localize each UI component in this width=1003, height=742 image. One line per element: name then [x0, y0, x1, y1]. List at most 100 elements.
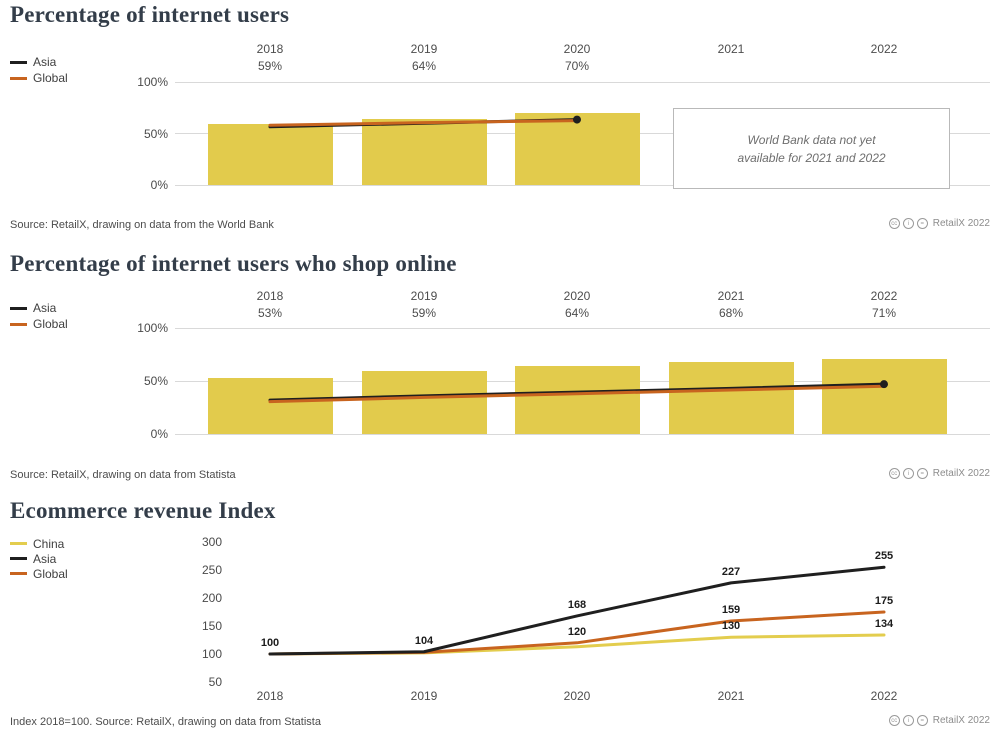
- credit: cc i = RetailX 2022: [888, 468, 990, 479]
- gridline: [175, 327, 990, 329]
- column-value: 59%: [257, 59, 283, 73]
- line-chart-revenue-index: 300 250 200 150 100 50 2018 2019 2020 2021 2022 130…: [202, 535, 985, 703]
- chart-title: Ecommerce revenue Index: [10, 498, 276, 523]
- nd-icon: =: [916, 715, 928, 726]
- chart-section-shop-online: Percentage of internet users who shop on…: [0, 247, 1003, 495]
- data-label-global: 159: [721, 603, 741, 616]
- bar-chart-internet-users: 0% 50% 100%: [137, 75, 990, 192]
- chart-lines: [268, 565, 886, 656]
- column-headers: 2018 53% 2019 59% 2020 64% 2021 68% 2022 71%: [175, 289, 990, 323]
- bar: [207, 124, 333, 185]
- data-label-asia: 255: [874, 550, 894, 563]
- y-axis-label: 200: [201, 591, 222, 605]
- legend-swatch-asia: [10, 306, 27, 310]
- bar: [668, 361, 794, 434]
- legend-item-asia: Asia: [10, 300, 68, 316]
- data-label-asia: 227: [721, 565, 741, 578]
- column-year: 2020: [563, 289, 591, 303]
- legend-swatch-global: [10, 572, 27, 575]
- legend: China Asia Global: [10, 536, 68, 581]
- y-axis-label: 0%: [150, 178, 168, 192]
- gridline: [175, 433, 990, 435]
- gridline: [175, 81, 990, 83]
- bar: [821, 358, 947, 434]
- legend-item-global: Global: [10, 70, 68, 86]
- x-axis-label: 2022: [870, 689, 898, 703]
- series-line-china: [268, 633, 886, 656]
- credit: cc i = RetailX 2022: [888, 715, 990, 726]
- attribution-icon: i: [902, 715, 914, 726]
- attribution-icon: i: [902, 218, 914, 229]
- column-value: 70%: [564, 59, 590, 73]
- y-axis-label: 50: [208, 675, 222, 689]
- bar: [361, 119, 487, 185]
- legend-swatch-global: [10, 76, 27, 80]
- y-axis-label: 100%: [137, 321, 168, 335]
- column-year: 2018: [256, 42, 284, 56]
- data-label-china: 134: [874, 617, 894, 630]
- nd-icon: =: [916, 468, 928, 479]
- x-axis-label: 2018: [256, 689, 284, 703]
- column-value: 59%: [411, 306, 437, 320]
- column-value: 53%: [257, 306, 283, 320]
- column-year: 2018: [256, 289, 284, 303]
- legend-item-asia: Asia: [10, 54, 68, 70]
- note-line2: available for 2021 and 2022: [737, 150, 886, 165]
- gridline: [175, 184, 990, 186]
- data-label-asia: 168: [567, 598, 587, 611]
- y-axis-label: 250: [201, 563, 222, 577]
- chart-title: Percentage of internet users: [10, 2, 290, 27]
- column-year: 2022: [870, 289, 898, 303]
- cc-icon: cc: [888, 218, 900, 229]
- chart-lines: [268, 115, 581, 129]
- cc-icon: cc: [888, 715, 900, 726]
- chart-section-internet-users: Percentage of internet users Asia Global…: [0, 0, 1003, 247]
- column-year: 2020: [563, 42, 591, 56]
- cc-icon: cc: [888, 468, 900, 479]
- column-year: 2019: [410, 42, 438, 56]
- note-line1: World Bank data not yet: [747, 132, 876, 147]
- series-endpoint-asia: [573, 115, 581, 124]
- series-endpoint-asia: [880, 380, 888, 389]
- y-axis-label: 100%: [137, 75, 168, 89]
- series-line-global: [268, 119, 579, 127]
- bar-chart-shop-online: 0% 50% 100%: [137, 321, 990, 441]
- y-axis-label: 300: [201, 535, 222, 549]
- column-value: 64%: [411, 59, 437, 73]
- bar: [361, 371, 487, 434]
- x-axis-label: 2020: [563, 689, 591, 703]
- column-year: 2019: [410, 289, 438, 303]
- legend: Asia Global: [10, 300, 68, 332]
- credit: cc i = RetailX 2022: [888, 218, 990, 229]
- legend-swatch-global: [10, 322, 27, 326]
- data-label-global: 120: [567, 625, 587, 638]
- legend-item-global: Global: [10, 316, 68, 332]
- legend-item-global: Global: [10, 566, 68, 581]
- legend-label-asia: Asia: [33, 301, 57, 315]
- credit-text: RetailX 2022: [932, 468, 990, 479]
- legend-item-china: China: [10, 536, 68, 551]
- series-line-global: [268, 384, 886, 404]
- legend-swatch-asia: [10, 557, 27, 560]
- y-axis-label: 0%: [150, 427, 168, 441]
- legend-item-asia: Asia: [10, 551, 68, 566]
- chart-section-revenue-index: Ecommerce revenue Index China Asia Globa…: [0, 495, 1003, 742]
- source-text: Index 2018=100. Source: RetailX, drawing…: [10, 716, 321, 728]
- nd-icon: =: [916, 218, 928, 229]
- credit-text: RetailX 2022: [932, 218, 990, 229]
- chart-title: Percentage of internet users who shop on…: [10, 251, 457, 276]
- bar: [514, 112, 640, 185]
- source-text: Source: RetailX, drawing on data from th…: [10, 219, 274, 231]
- legend-label-global: Global: [33, 317, 68, 331]
- y-axis-label: 50%: [143, 126, 168, 141]
- y-axis-label: 50%: [143, 374, 168, 388]
- legend-label-asia: Asia: [33, 55, 57, 69]
- legend-label-global: Global: [33, 566, 68, 581]
- source-text: Source: RetailX, drawing on data from St…: [10, 469, 236, 481]
- data-label-china: 130: [721, 620, 741, 633]
- column-year: 2022: [870, 42, 898, 56]
- x-axis-label: 2019: [410, 689, 438, 703]
- column-value: 64%: [564, 306, 590, 320]
- legend-swatch-asia: [10, 60, 27, 64]
